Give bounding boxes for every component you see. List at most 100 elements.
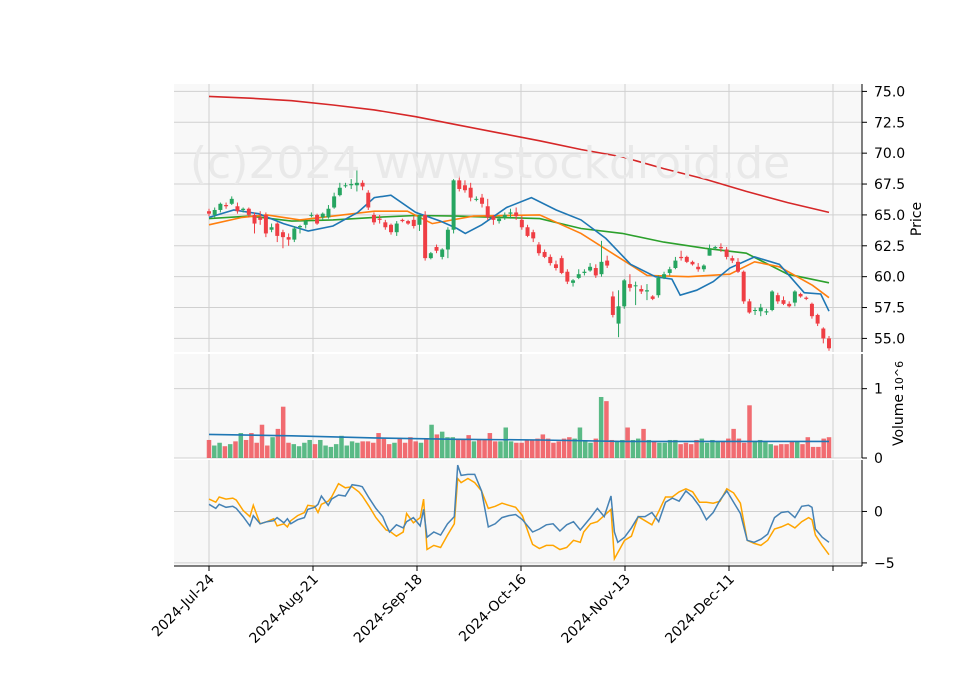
volume-tick-label: 0 [874,451,883,467]
candle-body [758,307,763,312]
candle-body [269,227,274,230]
volume-bar [556,441,561,458]
candle-body [320,213,325,218]
volume-bar [365,441,371,458]
volume-bar [492,441,498,458]
candle-body [417,216,422,225]
candle-body [246,208,251,215]
candle-body [576,274,581,278]
candle-body [337,187,342,196]
volume-bar [763,441,768,458]
candle-body [263,214,268,234]
volume-bar [678,444,683,458]
volume-bar [657,442,662,458]
candle-body [696,266,701,270]
volume-bar [545,438,551,458]
volume-bar [641,428,646,458]
volume-bar [413,441,418,458]
candle-body [736,261,740,272]
candle-body [815,314,820,324]
candle-body [298,226,302,228]
volume-bar [233,441,238,458]
volume-bar [408,437,413,458]
candle-body [343,185,348,187]
candle-body [371,214,376,223]
candle-body [644,290,649,292]
candle-body [690,261,695,265]
volume-axis-multiplier: 10^6 [893,361,906,391]
candle-body [519,219,524,228]
candle-body [389,224,394,233]
candle-body [400,219,405,222]
candle-body [667,269,672,273]
price-tick-label: 67.5 [874,177,905,193]
volume-bar [280,406,286,458]
candle-body [673,260,678,269]
candle-body [366,192,371,208]
candle-body [497,218,502,222]
candle-body [451,180,456,230]
volume-bar [349,441,355,458]
volume-bar [779,444,784,458]
candle-body [684,256,689,262]
volume-bar [614,441,620,458]
candle-body [781,300,786,304]
x-tick-label: 2024-Oct-16 [456,571,530,645]
volume-bar [318,439,323,458]
price-tick-label: 60.0 [874,270,905,286]
price-panel: 75.0 72.5 70.0 67.5 65.0 62.5 60.0 57.5 55.0 [174,84,905,352]
candle-body [656,277,661,296]
oscillator-tick-label: −5 [874,556,895,572]
candle-body [639,289,644,292]
volume-bar [275,428,281,458]
volume-bar [646,439,652,458]
volume-bar [429,424,434,458]
volume-bar [487,433,493,458]
candle-body [309,214,314,216]
candle-body [480,197,485,204]
volume-bar [688,444,694,458]
volume-bar [355,442,360,458]
volume-bar [445,437,450,458]
candle-body [491,216,496,220]
volume-bar [683,442,689,458]
volume-bar [588,442,593,458]
volume-bar [519,442,524,458]
volume-bar [503,427,509,458]
candle-body [485,206,490,218]
candle-body [588,266,593,271]
candle-body [457,180,462,189]
candle-body [474,198,479,200]
candle-body [707,249,712,256]
price-tick-label: 62.5 [874,239,905,255]
candle-body [753,310,758,312]
volume-bar [259,424,265,458]
volume-bar [434,434,440,458]
candle-body [787,303,792,307]
candle-body [383,222,388,228]
volume-bar [249,433,254,458]
candle-body [241,208,246,210]
candle-body [252,214,257,224]
candle-body [610,296,615,315]
candle-body [434,247,439,251]
watermark: (c)2024 www.stockdroid.de [190,138,790,189]
volume-bar [720,441,726,458]
volume-bar [593,438,599,458]
volume-bar [694,439,699,458]
volume-bar [741,442,747,458]
volume-bar [222,446,228,458]
volume-bar [752,441,758,458]
volume-bar [630,439,636,458]
candle-body [326,208,331,218]
candle-body [559,258,564,273]
volume-bar [397,438,403,458]
volume-bar [784,444,789,458]
candle-body [650,296,655,299]
price-axis-label: Price [909,202,925,236]
candle-body [662,274,667,278]
price-tick-label: 57.5 [874,301,905,317]
candle-body [218,203,223,210]
volume-bar [328,446,334,458]
volume-bar [535,438,540,458]
